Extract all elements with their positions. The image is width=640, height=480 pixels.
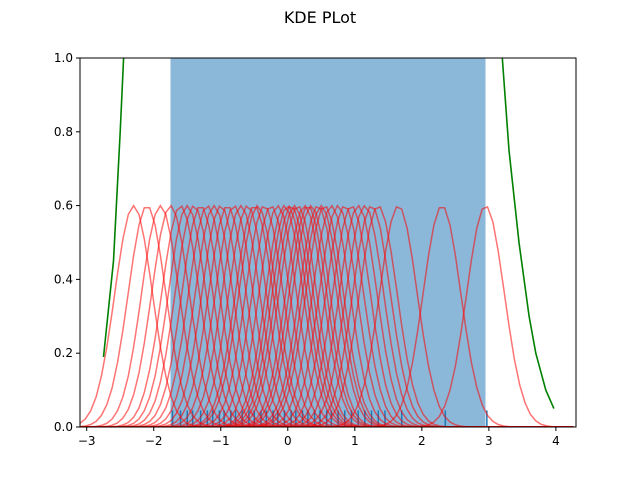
y-tick-label: 0.8 bbox=[54, 125, 73, 139]
y-tick-label: 0.2 bbox=[54, 346, 73, 360]
x-tick-label: −2 bbox=[145, 434, 163, 448]
chart-title: KDE PLot bbox=[283, 8, 357, 27]
kernel-curve bbox=[80, 204, 574, 427]
kernel-curve bbox=[80, 205, 574, 427]
envelope-curve-right bbox=[501, 58, 555, 409]
kernel-curve bbox=[80, 204, 574, 427]
y-tick-label: 0.4 bbox=[54, 272, 73, 286]
kernel-curve bbox=[80, 205, 574, 427]
x-tick-label: −3 bbox=[78, 434, 96, 448]
kernel-curve bbox=[80, 204, 574, 427]
kernel-curve bbox=[80, 205, 574, 427]
kernel-curve bbox=[80, 205, 574, 427]
kernel-curve bbox=[80, 204, 574, 427]
kernel-curve bbox=[80, 204, 574, 427]
kernel-curve bbox=[80, 204, 574, 427]
x-tick-label: 0 bbox=[284, 434, 292, 448]
y-tick-label: 1.0 bbox=[54, 51, 73, 65]
x-tick-label: 3 bbox=[485, 434, 493, 448]
y-tick-label: 0.6 bbox=[54, 199, 73, 213]
kernel-curve bbox=[80, 205, 574, 427]
kernel-curve bbox=[80, 204, 574, 427]
kernel-curve bbox=[80, 204, 574, 427]
x-tick-label: 2 bbox=[418, 434, 426, 448]
kernel-curve bbox=[80, 205, 574, 427]
shaded-region bbox=[170, 58, 486, 427]
kernel-curve bbox=[80, 204, 574, 427]
kernel-curve bbox=[80, 204, 574, 427]
kernel-curve bbox=[80, 205, 574, 427]
x-tick-label: 4 bbox=[552, 434, 560, 448]
kernel-curve bbox=[80, 207, 574, 427]
kernel-curve bbox=[80, 204, 574, 427]
kernel-curve bbox=[80, 204, 574, 427]
y-tick-label: 0.0 bbox=[54, 420, 73, 434]
kernel-curve bbox=[80, 204, 574, 427]
x-tick-label: 1 bbox=[351, 434, 359, 448]
kernel-curve bbox=[80, 204, 574, 427]
kernel-curve bbox=[80, 205, 574, 427]
kernel-curve bbox=[80, 205, 574, 427]
envelope-curve-left bbox=[102, 58, 125, 357]
kernel-curve bbox=[80, 204, 574, 427]
kernel-curve bbox=[80, 204, 574, 427]
kernel-curve bbox=[80, 204, 574, 427]
kernel-curve bbox=[80, 204, 574, 427]
kernel-curve bbox=[80, 207, 574, 427]
kernel-curve bbox=[80, 204, 574, 427]
kernel-curve bbox=[80, 205, 574, 427]
kernel-curve bbox=[80, 207, 574, 427]
kernel-curve bbox=[80, 205, 574, 427]
plot-frame bbox=[79, 57, 577, 428]
x-tick-label: −1 bbox=[212, 434, 230, 448]
